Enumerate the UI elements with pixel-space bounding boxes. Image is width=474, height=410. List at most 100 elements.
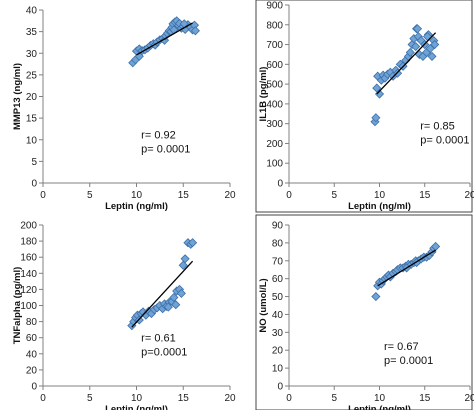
y-tick-label: 30 <box>26 49 38 60</box>
y-tick-label: 800 <box>266 20 283 31</box>
trendline <box>376 32 437 95</box>
data-point <box>427 51 437 61</box>
x-tick-label: 20 <box>224 393 236 404</box>
x-tick-label: 10 <box>131 393 143 404</box>
x-tick-label: 15 <box>419 393 431 404</box>
data-point <box>371 291 381 302</box>
x-tick-label: 10 <box>131 190 143 201</box>
y-tick-label: 400 <box>266 99 283 110</box>
x-tick-label: 20 <box>464 393 474 404</box>
y-tick-label: 20 <box>272 346 284 357</box>
trendline <box>136 22 193 56</box>
y-axis-title: IL1B (pg/ml) <box>258 67 269 122</box>
y-tick-label: 50 <box>272 292 284 303</box>
y-axis-title: TNFalpha (pg/ml) <box>12 267 23 345</box>
y-tick-label: 700 <box>266 40 283 51</box>
x-tick-label: 0 <box>40 190 46 201</box>
p-value-label: p= 0.0001 <box>141 143 190 155</box>
y-tick-label: 100 <box>20 301 37 312</box>
x-axis-title: Leptin (ng/ml) <box>105 404 168 410</box>
x-tick-label: 15 <box>419 190 431 201</box>
y-tick-label: 200 <box>20 221 37 232</box>
y-tick-label: 90 <box>272 221 284 232</box>
data-point <box>190 26 200 36</box>
y-tick-label: 120 <box>20 285 37 296</box>
data-point <box>178 260 188 270</box>
y-tick-label: 5 <box>31 157 37 168</box>
data-point <box>374 89 385 99</box>
y-tick-label: 140 <box>20 269 37 280</box>
panel-mmp13-vs-leptin: 0 5 10 15 20 25 30 35 40 0 5 10 15 20 Leptin (ng/ml) MM… <box>12 6 236 213</box>
data-point <box>371 113 381 123</box>
correlation-r-label: r= 0.92 <box>141 129 176 141</box>
y-tick-label: 60 <box>26 333 38 344</box>
y-tick-label: 15 <box>26 114 38 125</box>
x-tick-label: 20 <box>224 190 236 201</box>
data-point <box>430 39 440 50</box>
panel-il1b-vs-leptin: 0 100 200 300 400 500 600 700 800 900 0 5 10 15 20 Lept… <box>255 0 474 213</box>
data-point <box>176 288 186 298</box>
data-point <box>412 24 423 34</box>
panel-tnfalpha-vs-leptin: 0 20 40 60 80 100 120 140 160 180 200 0 5 10 15 20 Lepti… <box>12 221 236 410</box>
y-tick-label: 500 <box>266 80 283 91</box>
y-tick-label: 80 <box>26 317 38 328</box>
y-axis-title: NO (umol/L) <box>258 278 269 332</box>
data-point <box>169 292 179 303</box>
y-tick-label: 80 <box>272 238 284 249</box>
y-tick-label: 0 <box>277 179 283 190</box>
y-tick-label: 600 <box>266 60 283 71</box>
y-tick-label: 40 <box>26 6 38 17</box>
x-tick-label: 5 <box>331 190 337 201</box>
x-tick-label: 0 <box>286 190 292 201</box>
y-tick-label: 300 <box>266 119 283 130</box>
y-tick-label: 25 <box>26 70 38 81</box>
y-tick-label: 20 <box>26 365 38 376</box>
data-point <box>171 300 181 310</box>
x-tick-label: 5 <box>331 393 337 404</box>
y-tick-label: 35 <box>26 27 38 38</box>
y-tick-label: 100 <box>266 159 283 170</box>
panel-no-vs-leptin: 0 10 20 30 40 50 60 70 80 90 0 5 10 15 20 Leptin (ng/ml… <box>255 214 474 410</box>
x-tick-label: 20 <box>464 190 474 201</box>
x-axis-title: Leptin (ng/ml) <box>348 201 411 212</box>
panel-frame <box>255 214 473 410</box>
x-axis-title: Leptin (ng/ml) <box>348 404 411 410</box>
data-point <box>163 302 173 312</box>
y-tick-label: 160 <box>20 253 37 264</box>
y-axis-title: MMP13 (ng/ml) <box>12 63 23 130</box>
x-tick-label: 15 <box>178 393 190 404</box>
y-tick-label: 180 <box>20 237 37 248</box>
y-tick-label: 200 <box>266 139 283 150</box>
x-tick-label: 10 <box>374 190 386 201</box>
y-tick-label: 10 <box>272 364 284 375</box>
p-value-label: p= 0.0001 <box>420 135 469 147</box>
y-tick-label: 0 <box>31 179 37 190</box>
data-point <box>180 254 190 264</box>
y-tick-label: 10 <box>26 135 38 146</box>
y-tick-label: 40 <box>272 310 284 321</box>
p-value-label: p= 0.0001 <box>384 355 433 367</box>
x-tick-label: 0 <box>40 393 46 404</box>
y-tick-label: 60 <box>272 274 284 285</box>
x-tick-label: 5 <box>87 190 93 201</box>
correlation-r-label: r= 0.67 <box>384 341 419 353</box>
data-point <box>188 238 198 248</box>
x-tick-label: 10 <box>374 393 386 404</box>
data-point <box>372 83 382 93</box>
data-point <box>411 41 421 52</box>
y-tick-label: 40 <box>26 349 38 360</box>
x-axis-title: Leptin (ng/ml) <box>105 201 168 212</box>
panel-frame <box>255 0 473 213</box>
correlation-r-label: r= 0.61 <box>141 333 176 345</box>
correlation-r-label: r= 0.85 <box>420 121 455 133</box>
x-tick-label: 0 <box>286 393 292 404</box>
y-tick-label: 20 <box>26 92 38 103</box>
y-tick-label: 30 <box>272 328 284 339</box>
y-tick-label: 0 <box>31 382 37 393</box>
y-tick-label: 0 <box>277 382 283 393</box>
y-tick-label: 900 <box>266 1 283 12</box>
x-tick-label: 5 <box>87 393 93 404</box>
data-point <box>405 47 415 58</box>
p-value-label: p=0.0001 <box>141 347 187 359</box>
